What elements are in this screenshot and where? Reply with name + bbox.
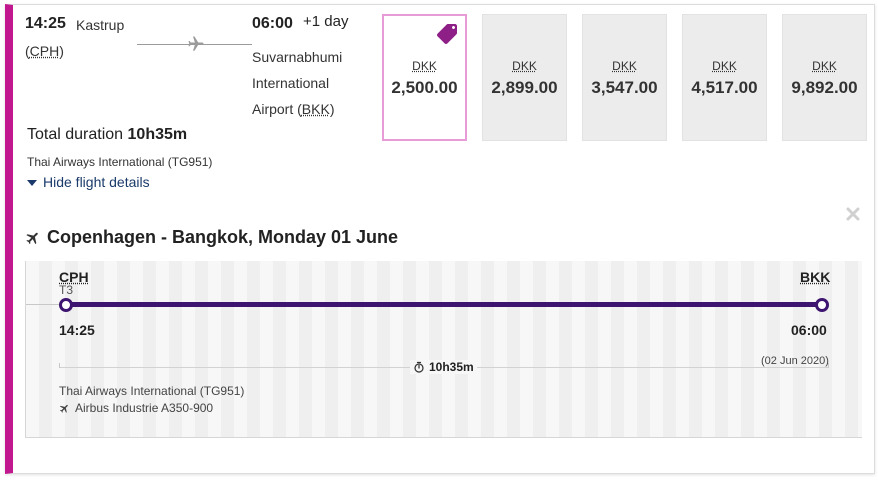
fare-currency: DKK [812, 59, 837, 73]
segment-lead-line [26, 304, 68, 305]
segment-destination-dot [815, 298, 829, 312]
arrival-day-offset: +1 day [303, 13, 349, 30]
fare-amount: 9,892.00 [791, 78, 858, 97]
segment-panel [25, 261, 862, 438]
segment-airline: Thai Airways International (TG951) [59, 384, 245, 398]
airline-flight: Thai Airways International (TG951) [27, 155, 213, 169]
plane-icon [188, 36, 204, 51]
segment-from-code: CPH [59, 269, 89, 285]
close-icon[interactable] [845, 206, 861, 222]
fare-currency: DKK [512, 59, 537, 73]
departure-code-abbr: CPH [29, 43, 60, 59]
segment-arrival-time: 06:00 [791, 322, 827, 338]
fare-option[interactable]: DKK 3,547.00 [582, 14, 667, 141]
duration-tick-left [59, 363, 60, 368]
plane-icon [26, 232, 38, 244]
plane-icon [59, 404, 68, 413]
fare-option[interactable]: DKK 4,517.00 [682, 14, 767, 141]
stopwatch-icon [414, 361, 424, 373]
departure-time: 14:25 [25, 15, 66, 32]
segment-to-code: BKK [800, 269, 831, 285]
fare-currency: DKK [412, 59, 437, 73]
arrival-place: Suvarnabhumi International Airport (BKK) [252, 49, 343, 117]
hide-flight-details-link[interactable]: Hide flight details [27, 174, 150, 190]
fare-option[interactable]: DKK 2,899.00 [482, 14, 567, 141]
caret-down-icon [27, 179, 37, 186]
fare-option[interactable]: DKK 2,500.00 [382, 14, 467, 141]
fare-amount: 4,517.00 [691, 78, 758, 97]
segment-arrival-date: (02 Jun 2020) [761, 355, 829, 367]
arrival-time: 06:00 [252, 15, 293, 32]
segment-route-bar [66, 302, 822, 307]
fare-amount: 2,500.00 [391, 78, 458, 97]
segment-origin-dot [59, 298, 73, 312]
total-duration: Total duration 10h35m [27, 126, 188, 143]
duration-tick-right [828, 363, 829, 368]
segment-departure-time: 14:25 [59, 322, 95, 338]
fare-currency: DKK [712, 59, 737, 73]
fare-currency: DKK [612, 59, 637, 73]
segment-title: Copenhagen - Bangkok, Monday 01 June [25, 227, 398, 248]
segment-duration: 10h35m [410, 360, 477, 374]
segment-aircraft: Airbus Industrie A350-900 [59, 401, 213, 415]
departure-code: (CPH) [25, 43, 64, 59]
fare-option[interactable]: DKK 9,892.00 [782, 14, 867, 141]
price-tag-icon [437, 24, 457, 44]
fare-amount: 3,547.00 [591, 78, 658, 97]
segment-from-terminal: T3 [59, 283, 74, 297]
arrival-code-abbr: BKK [301, 101, 330, 117]
fare-amount: 2,899.00 [491, 78, 558, 97]
departure-place: Kastrup [76, 17, 125, 33]
